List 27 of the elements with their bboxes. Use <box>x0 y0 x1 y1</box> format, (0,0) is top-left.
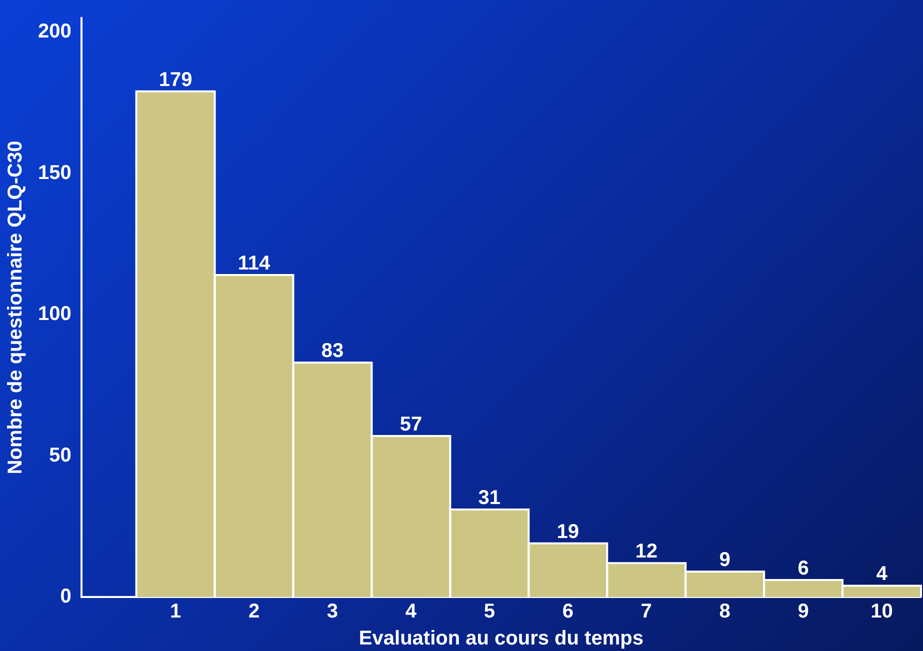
data-label: 6 <box>798 558 809 580</box>
y-tick-label: 0 <box>60 586 72 608</box>
data-label: 19 <box>556 520 580 543</box>
x-tick-label: 9 <box>798 600 809 623</box>
x-tick-label: 10 <box>870 600 893 623</box>
x-tick-label: 4 <box>405 600 418 623</box>
x-tick-label: 7 <box>640 600 652 623</box>
y-axis-title: Nombre de questionnaire QLQ-C30 <box>4 140 27 474</box>
data-label: 31 <box>478 486 501 509</box>
data-label: 12 <box>635 540 658 563</box>
y-tick-label: 50 <box>49 444 72 466</box>
y-tick-label: 200 <box>38 20 72 43</box>
x-axis-title: Evaluation au cours du temps <box>358 628 644 650</box>
y-tick-label: 150 <box>38 162 72 184</box>
data-label: 57 <box>400 414 422 436</box>
data-label: 9 <box>719 549 730 572</box>
x-tick-label: 3 <box>326 600 338 623</box>
x-tick-label: 8 <box>719 600 730 623</box>
x-tick-label: 1 <box>170 600 182 623</box>
x-tick-label: 5 <box>484 600 495 623</box>
data-label: 179 <box>158 68 192 91</box>
data-label: 83 <box>321 340 344 362</box>
data-label: 4 <box>876 563 888 586</box>
y-tick-label: 100 <box>38 303 72 326</box>
data-label: 114 <box>238 252 272 275</box>
x-tick-label: 6 <box>562 600 574 623</box>
x-tick-label: 2 <box>248 600 260 623</box>
